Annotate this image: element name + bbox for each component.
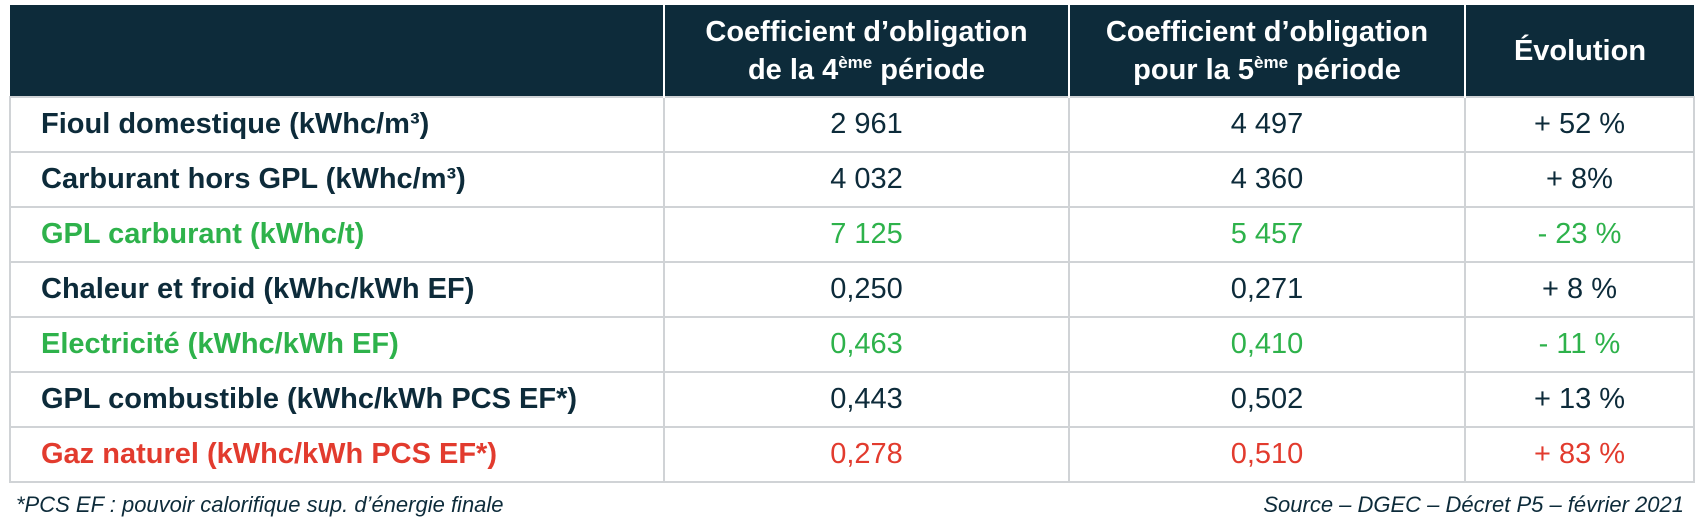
header-cell: Évolution <box>1464 5 1694 97</box>
header-cell: Coefficient d’obligation de la 4ème pério… <box>663 5 1069 97</box>
header-text: pour la 5 <box>1133 53 1254 86</box>
cell: + 52 % <box>1464 96 1695 153</box>
header-cell: Coefficient d’obligation pour la 5ème pér… <box>1068 5 1465 97</box>
header-text: période <box>1288 53 1401 86</box>
header-text: Coefficient d’obligation <box>705 15 1028 48</box>
cell: 7 125 <box>663 206 1070 263</box>
table: Coefficient d’obligation de la 4ème pério… <box>9 5 1695 483</box>
table-row: Fioul domestique (kWhc/m³) 2 961 4 497 + 52… <box>9 96 1695 153</box>
cell: + 83 % <box>1464 426 1695 483</box>
header-cell <box>10 5 664 97</box>
row-label: Carburant hors GPL (kWhc/m³) <box>9 151 665 208</box>
source: Source – DGEC – Décret P5 – février 2021 <box>1263 492 1684 517</box>
cell: 2 961 <box>663 96 1070 153</box>
row-label: Chaleur et froid (kWhc/kWh EF) <box>9 261 665 318</box>
cell: 0,510 <box>1068 426 1466 483</box>
table-row: Carburant hors GPL (kWhc/m³) 4 032 4 360 + … <box>9 151 1695 208</box>
cell: 0,443 <box>663 371 1070 428</box>
cell: 4 497 <box>1068 96 1466 153</box>
cell: 0,278 <box>663 426 1070 483</box>
cell: 5 457 <box>1068 206 1466 263</box>
header-text: Coefficient d’obligation <box>1105 15 1429 48</box>
cell: 0,250 <box>663 261 1070 318</box>
header-superscript: ème <box>1254 52 1289 72</box>
row-label: GPL carburant (kWhc/t) <box>9 206 665 263</box>
cell: 0,271 <box>1068 261 1466 318</box>
cell: + 8% <box>1464 151 1695 208</box>
cell: 4 032 <box>663 151 1070 208</box>
table-row: Electricité (kWhc/kWh EF) 0,463 0,410- 11 … <box>9 316 1695 373</box>
cell: + 8 % <box>1464 261 1695 318</box>
row-label: Electricité (kWhc/kWh EF) <box>9 316 665 373</box>
cell: + 13 % <box>1464 371 1695 428</box>
cell: 0,502 <box>1068 371 1466 428</box>
table-row: Chaleur et froid (kWhc/kWh EF) 0,250 0,271… <box>9 261 1695 318</box>
row-label: Gaz naturel (kWhc/kWh PCS EF*) <box>9 426 665 483</box>
table-body: Fioul domestique (kWhc/m³) 2 961 4 497 + 52… <box>9 96 1695 483</box>
table-row: Gaz naturel (kWhc/kWh PCS EF*) 0,278 0,510… <box>9 426 1695 483</box>
cell: 4 360 <box>1068 151 1466 208</box>
row-label: Fioul domestique (kWhc/m³) <box>9 96 665 153</box>
cell: - 23 % <box>1464 206 1695 263</box>
cell: 0,463 <box>663 316 1070 373</box>
header-superscript: ème <box>838 52 873 72</box>
cell: - 11 % <box>1464 316 1695 373</box>
row-label: GPL combustible (kWhc/kWh PCS EF*) <box>9 371 665 428</box>
footnote: *PCS EF : pouvoir calorifique sup. d’éne… <box>16 492 504 517</box>
table-row: GPL carburant (kWhc/t) 7 125 5 457- 23 % <box>9 206 1695 263</box>
header-text: Évolution <box>1513 34 1647 67</box>
table-row: GPL combustible (kWhc/kWh PCS EF*) 0,443 0… <box>9 371 1695 428</box>
header-text: de la 4 <box>747 53 839 86</box>
header-text: période <box>872 53 986 86</box>
header-row: Coefficient d’obligation de la 4ème pério… <box>10 5 1694 97</box>
cell: 0,410 <box>1068 316 1466 373</box>
